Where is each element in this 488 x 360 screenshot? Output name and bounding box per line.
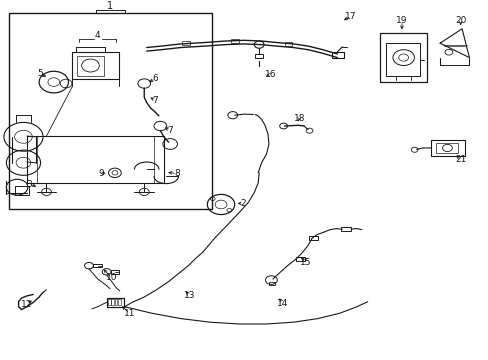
Bar	[268, 282, 274, 285]
Bar	[9, 13, 211, 209]
Text: 10: 10	[105, 274, 117, 282]
Text: 11: 11	[123, 309, 135, 318]
Text: 6: 6	[152, 74, 158, 83]
Text: 13: 13	[183, 291, 195, 300]
Text: 9: 9	[99, 169, 104, 178]
Bar	[295, 257, 304, 261]
Bar	[118, 299, 121, 305]
Text: 5: 5	[37, 69, 43, 78]
Text: 12: 12	[21, 300, 33, 309]
Text: 3: 3	[26, 180, 32, 189]
Text: 2: 2	[240, 199, 245, 208]
Text: 21: 21	[454, 154, 466, 163]
Bar	[106, 298, 123, 307]
Bar	[284, 42, 292, 46]
Bar	[430, 140, 464, 156]
Text: 15: 15	[299, 258, 311, 266]
Bar	[77, 56, 104, 76]
Bar	[435, 143, 457, 153]
Text: 16: 16	[264, 71, 276, 79]
Bar	[386, 43, 419, 76]
Bar	[27, 136, 163, 183]
Bar	[110, 270, 119, 274]
Text: 19: 19	[395, 16, 407, 25]
Text: 18: 18	[293, 113, 305, 122]
Text: 20: 20	[454, 16, 466, 25]
Bar	[15, 186, 29, 195]
Bar	[255, 54, 263, 58]
Text: 17: 17	[345, 12, 356, 21]
Text: 14: 14	[276, 299, 288, 307]
Bar	[108, 299, 110, 305]
Bar	[72, 52, 119, 79]
Text: 1: 1	[107, 1, 113, 11]
Bar	[182, 41, 189, 45]
Text: 4: 4	[95, 31, 101, 40]
Bar	[230, 39, 238, 43]
Bar	[331, 52, 343, 58]
Text: 8: 8	[174, 169, 180, 178]
Bar	[341, 227, 350, 231]
Text: 7: 7	[167, 126, 173, 135]
Bar	[380, 33, 426, 82]
Bar	[115, 299, 117, 305]
Bar	[308, 236, 317, 240]
Text: 7: 7	[152, 95, 158, 104]
Bar	[93, 264, 102, 267]
Bar	[111, 299, 114, 305]
